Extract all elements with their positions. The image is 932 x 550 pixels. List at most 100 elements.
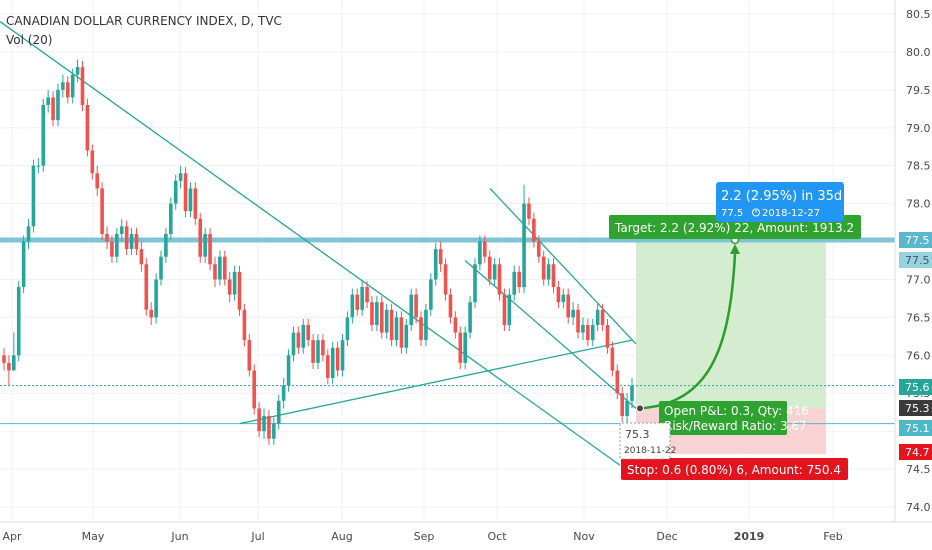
candle-body <box>433 249 438 280</box>
price-tag-resistance-text: 77.5 <box>905 234 930 247</box>
candle-body <box>630 385 634 401</box>
candle-body <box>429 279 433 310</box>
y-tick-label: 74.5 <box>906 463 931 476</box>
candle-body <box>12 355 16 371</box>
candle-body <box>399 317 404 348</box>
candle-body <box>487 256 492 280</box>
x-tick-label: Oct <box>487 530 507 543</box>
candle-body <box>492 264 497 280</box>
candle-body <box>227 279 232 295</box>
candle-body <box>571 309 575 318</box>
candle-body <box>213 264 217 280</box>
price-tag-level: 77.5 <box>899 252 932 268</box>
price-tag-resistance: 77.5 <box>899 232 932 248</box>
y-tick-label: 78.5 <box>906 160 931 173</box>
candle-body <box>419 317 423 341</box>
candle-body <box>595 309 600 325</box>
candle-body <box>615 370 620 394</box>
x-tick-label: Jul <box>250 530 264 543</box>
candle-body <box>237 271 242 310</box>
x-tick-label: Dec <box>656 530 677 543</box>
trendline[interactable] <box>239 339 633 425</box>
price-tag-support-text: 75.1 <box>905 422 930 435</box>
candle-body <box>522 203 526 288</box>
candle-body <box>222 256 227 280</box>
candle-body <box>438 249 443 265</box>
candle-body <box>75 67 80 75</box>
candle-body <box>536 241 541 257</box>
candle-body <box>625 400 629 416</box>
candle-body <box>605 324 610 348</box>
candle-body <box>178 173 183 181</box>
candle-body <box>129 233 134 250</box>
candle-body <box>581 324 585 333</box>
candle-body <box>301 324 306 348</box>
x-tick-label: Nov <box>573 530 595 543</box>
candle-body <box>257 408 261 432</box>
candle-body <box>404 324 409 348</box>
candle-body <box>95 173 100 189</box>
candle-body <box>541 256 546 280</box>
candle-body <box>350 294 355 318</box>
candle-body <box>139 249 144 265</box>
candle-body <box>620 393 624 416</box>
candle-body <box>276 400 281 424</box>
candle-body <box>532 218 536 242</box>
candle-body <box>311 340 315 363</box>
candle-body <box>188 188 193 212</box>
target-label: Target: 2.2 (2.92%) 22, Amount: 1913.2 <box>614 221 854 235</box>
candle-body <box>173 180 178 204</box>
candle-body <box>80 67 85 105</box>
candle-body <box>272 423 276 439</box>
candle-body <box>100 188 104 234</box>
time-axis[interactable]: Apr May Jun Jul Aug Sep Oct Nov Dec 2019 Feb <box>2 530 842 543</box>
candle-body <box>193 188 198 219</box>
candle-body <box>7 362 11 371</box>
candle-body <box>105 233 109 242</box>
candle-body <box>502 294 507 325</box>
candle-body <box>345 317 350 341</box>
candle-body <box>90 150 95 174</box>
y-tick-label: 77.0 <box>906 273 931 286</box>
start-point-date: 2018-11-22 <box>624 446 676 456</box>
y-tick-label: 78.0 <box>906 198 931 211</box>
projection-box[interactable]: 2.2 (2.95%) in 35d 77.5 2018-12-27 <box>716 182 844 222</box>
candle-body <box>119 226 124 234</box>
candle-body <box>154 279 158 318</box>
candle-body <box>321 340 325 356</box>
pnl-label-box[interactable]: Open P&L: 0.3, Qty: 416 Risk/Reward Rati… <box>659 401 809 435</box>
candle-body <box>2 355 6 363</box>
stop-label: Stop: 0.6 (0.80%) 6, Amount: 750.4 <box>627 463 841 477</box>
clock-icon <box>752 208 760 217</box>
candle-body <box>497 264 502 295</box>
candle-body <box>512 271 517 295</box>
chart-title: CANADIAN DOLLAR CURRENCY INDEX, D, TVC <box>6 14 282 28</box>
y-tick-label: 79.5 <box>906 84 931 97</box>
trendline[interactable] <box>0 21 621 466</box>
price-tag-level-text: 77.5 <box>905 254 930 267</box>
y-tick-label: 76.5 <box>906 311 931 324</box>
candle-body <box>267 415 271 439</box>
candle-body <box>36 165 41 167</box>
candle-body <box>291 332 296 356</box>
stop-label-box[interactable]: Stop: 0.6 (0.80%) 6, Amount: 750.4 <box>621 458 848 480</box>
y-tick-label: 80.5 <box>906 8 931 21</box>
candle-body <box>360 287 364 310</box>
candle-body <box>394 317 399 341</box>
trendline[interactable] <box>489 187 637 345</box>
entry-point[interactable] <box>636 404 644 413</box>
indicator-label: Vol (20) <box>6 33 52 47</box>
candle-body <box>448 294 453 318</box>
trendlines[interactable] <box>0 21 637 466</box>
candle-body <box>41 104 46 166</box>
y-tick-label: 79.0 <box>906 122 931 135</box>
candle-body <box>576 309 580 333</box>
candle-body <box>232 271 237 295</box>
price-tag-stop-text: 74.7 <box>905 446 930 459</box>
candle-body <box>134 233 139 250</box>
candle-body <box>414 294 418 318</box>
trendline[interactable] <box>464 259 637 409</box>
candle-body <box>242 309 247 341</box>
candle-body <box>375 302 379 325</box>
